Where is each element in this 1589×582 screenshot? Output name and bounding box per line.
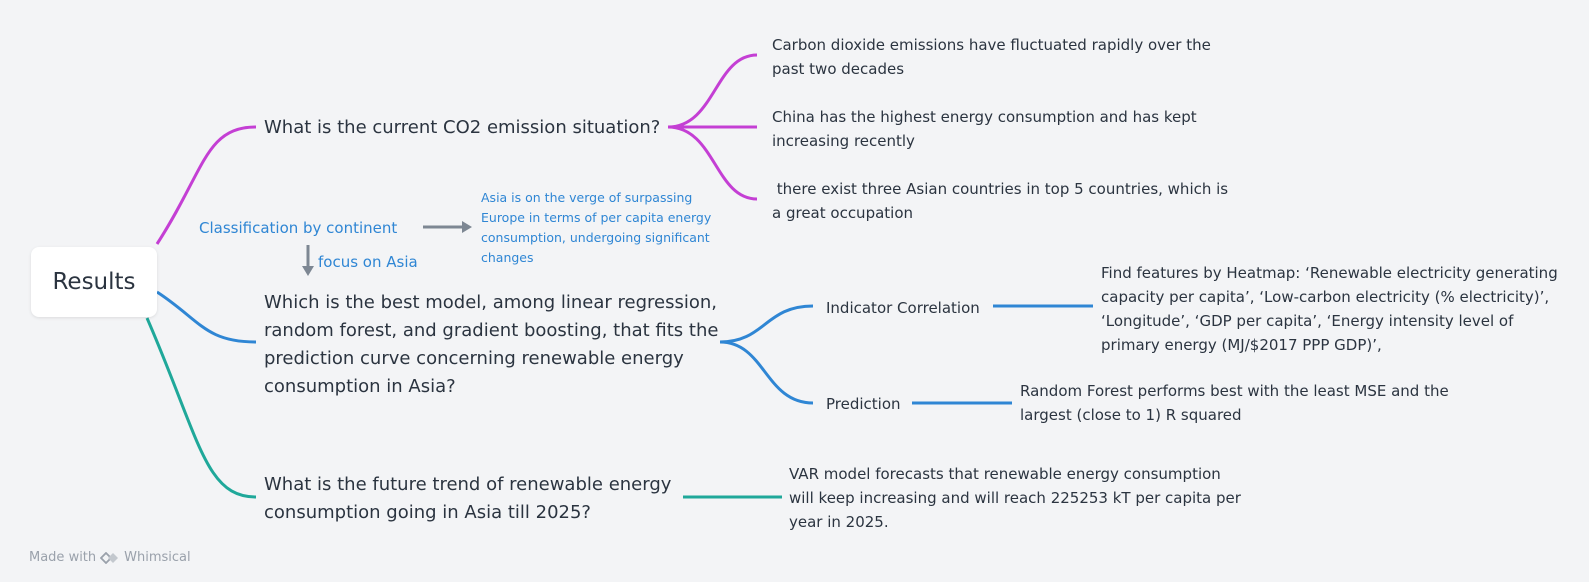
finding-1-2[interactable]: China has the highest energy consumption…: [772, 108, 1197, 150]
connector-q2-s2: [719, 340, 814, 405]
arrow-right-head: [462, 221, 472, 233]
root-node[interactable]: Results: [31, 247, 157, 317]
connector-root-q1: [155, 125, 257, 245]
connector-q1-f1: [667, 53, 758, 129]
made-with-label: Made with: [29, 550, 97, 565]
connector-q1-f3: [667, 125, 758, 201]
subtopic-indicator-correlation[interactable]: Indicator Correlation: [826, 299, 980, 317]
root-label: Results: [52, 269, 136, 295]
connector-q2-s1: [719, 304, 814, 344]
classification-label[interactable]: Classification by continent: [199, 219, 398, 237]
question-2[interactable]: Which is the best model, among linear re…: [264, 292, 719, 397]
footer-watermark[interactable]: Made with Whimsical: [29, 550, 191, 565]
question-3[interactable]: What is the future trend of renewable en…: [264, 474, 672, 523]
detail-indicator-correlation[interactable]: Find features by Heatmap: ‘Renewable ele…: [1101, 264, 1558, 354]
finding-1-1[interactable]: Carbon dioxide emissions have fluctuated…: [772, 36, 1211, 78]
whimsical-brand: Whimsical: [124, 550, 191, 565]
focus-label[interactable]: focus on Asia: [318, 253, 418, 271]
finding-1-3[interactable]: there exist three Asian countries in top…: [772, 180, 1233, 222]
connector-root-q3: [145, 317, 257, 499]
arrow-down-head: [302, 266, 314, 276]
finding-3-1[interactable]: VAR model forecasts that renewable energ…: [789, 465, 1241, 531]
classification-note[interactable]: Asia is on the verge of surpassing Europ…: [481, 190, 712, 265]
detail-prediction[interactable]: Random Forest performs best with the lea…: [1020, 382, 1449, 424]
connector-root-q2: [156, 290, 257, 344]
question-1[interactable]: What is the current CO2 emission situati…: [264, 117, 661, 138]
whimsical-logo-icon: [100, 551, 119, 564]
subtopic-prediction[interactable]: Prediction: [826, 395, 901, 413]
